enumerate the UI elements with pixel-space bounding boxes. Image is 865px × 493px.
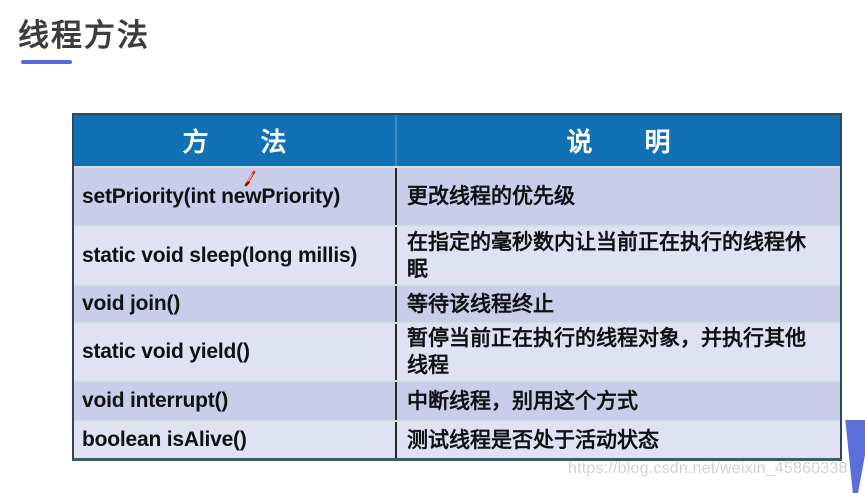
table-row: void join() 等待该线程终止: [74, 284, 840, 322]
page-title: 线程方法: [18, 18, 150, 53]
title-underline: [21, 60, 72, 64]
method-cell: boolean isAlive(): [74, 422, 397, 458]
method-cell: void join(): [74, 286, 397, 322]
table-row: void interrupt() 中断线程，别用这个方式: [74, 380, 840, 420]
description-cell: 更改线程的优先级: [407, 185, 575, 208]
thread-methods-table: 方 法 说 明 setPriority(int newPriority) 更改线…: [72, 113, 842, 461]
header-cell-method: 方 法: [74, 115, 397, 166]
table-row: static void yield() 暂停当前正在执行的线程对象，并执行其他线…: [74, 322, 840, 380]
description-cell: 暂停当前正在执行的线程对象，并执行其他线程: [407, 327, 806, 377]
description-cell: 在指定的毫秒数内让当前正在执行的线程休眠: [407, 230, 806, 281]
table-row: static void sleep(long millis) 在指定的毫秒数内让…: [74, 225, 840, 284]
method-cell: static void yield(): [74, 324, 397, 380]
table-header-row: 方 法 说 明: [74, 115, 840, 166]
description-cell: 等待该线程终止: [407, 292, 554, 316]
method-cell: setPriority(int newPriority): [74, 168, 397, 225]
method-cell: void interrupt(): [74, 382, 397, 420]
method-cell: static void sleep(long millis): [74, 227, 397, 284]
description-cell: 测试线程是否处于活动状态: [407, 428, 659, 452]
header-cell-description: 说 明: [566, 127, 671, 157]
table-row: boolean isAlive() 测试线程是否处于活动状态: [74, 420, 840, 458]
csdn-watermark: https://blog.csdn.net/weixin_45860338: [568, 460, 848, 477]
table-row: setPriority(int newPriority) 更改线程的优先级: [74, 166, 840, 225]
description-cell: 中断线程，别用这个方式: [407, 389, 638, 413]
